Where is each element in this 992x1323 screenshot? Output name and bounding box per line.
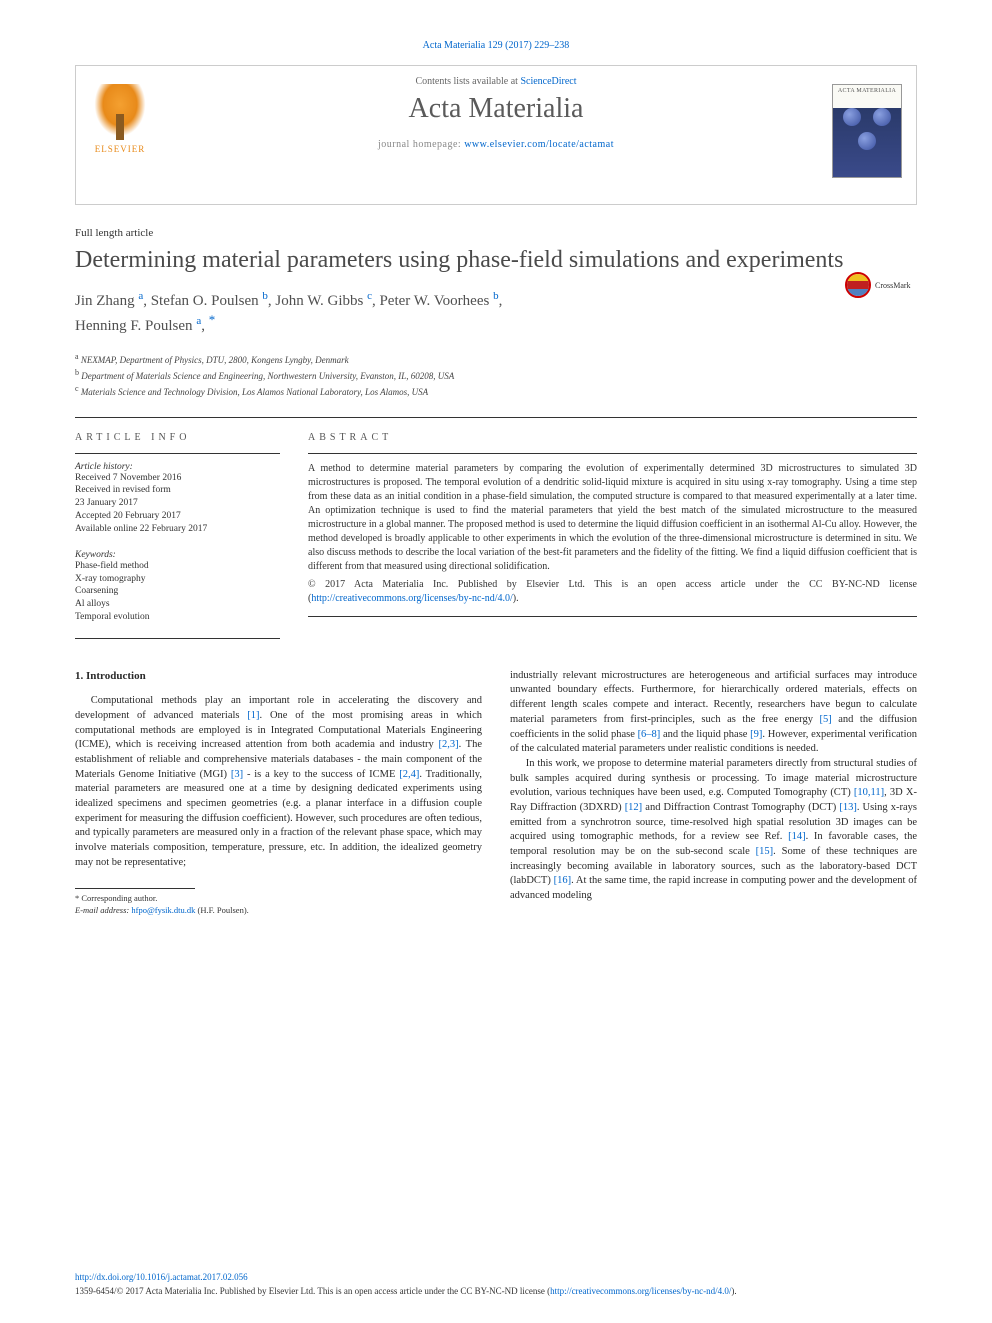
abstract-heading: ABSTRACT [308,432,917,443]
crossmark-badge[interactable]: CrossMark [845,270,917,300]
history-received: Received 7 November 2016 [75,472,280,485]
journal-homepage-link[interactable]: www.elsevier.com/locate/actamat [464,139,614,150]
masthead: ELSEVIER ACTA MATERIALIA Contents lists … [75,65,917,205]
history-revised-line1: Received in revised form [75,484,280,497]
citation-header: Acta Materialia 129 (2017) 229–238 [75,40,917,51]
citation-ref[interactable]: [3] [231,769,243,780]
corresponding-author-note: * Corresponding author. [75,893,482,904]
keyword: Al alloys [75,598,280,611]
email-link[interactable]: hfpo@fysik.dtu.dk [131,905,195,915]
citation-ref[interactable]: [12] [625,802,643,813]
crossmark-icon [845,272,871,298]
citation-ref[interactable]: [13] [839,802,857,813]
citation-ref[interactable]: [16] [554,875,572,886]
keyword: X-ray tomography [75,573,280,586]
email-footnote: E-mail address: hfpo@fysik.dtu.dk (H.F. … [75,905,482,916]
citation-ref[interactable]: [2,4] [399,769,419,780]
keyword: Temporal evolution [75,611,280,624]
keyword: Coarsening [75,585,280,598]
history-accepted: Accepted 20 February 2017 [75,510,280,523]
citation-ref[interactable]: [6–8] [638,729,661,740]
elsevier-logo: ELSEVIER [90,84,150,160]
paragraph: Computational methods play an important … [75,694,482,870]
column-right: industrially relevant microstructures ar… [510,669,917,917]
history-online: Available online 22 February 2017 [75,523,280,536]
rule-info-bottom [75,638,280,639]
rule-top [75,417,917,418]
affiliations: a NEXMAP, Department of Physics, DTU, 28… [75,351,917,399]
history-revised-line2: 23 January 2017 [75,497,280,510]
authors: Jin Zhang a, Stefan O. Poulsen b, John W… [75,289,917,337]
citation-ref[interactable]: [5] [819,714,831,725]
body-columns: 1. Introduction Computational methods pl… [75,669,917,917]
citation-ref[interactable]: [14] [788,831,806,842]
keywords-label: Keywords: [75,550,280,560]
article-info-column: ARTICLE INFO Article history: Received 7… [75,432,280,624]
keyword: Phase-field method [75,560,280,573]
journal-homepage-line: journal homepage: www.elsevier.com/locat… [90,139,902,150]
journal-title: Acta Materialia [90,93,902,125]
abstract-column: ABSTRACT A method to determine material … [308,432,917,624]
contents-list-line: Contents lists available at ScienceDirec… [90,76,902,87]
citation-ref[interactable]: [15] [756,846,774,857]
sciencedirect-link[interactable]: ScienceDirect [520,76,576,87]
article-type: Full length article [75,227,917,239]
paragraph: In this work, we propose to determine ma… [510,757,917,904]
crossmark-label: CrossMark [875,281,911,290]
citation-ref[interactable]: [2,3] [438,739,458,750]
article-title: Determining material parameters using ph… [75,245,917,275]
doi-link[interactable]: http://dx.doi.org/10.1016/j.actamat.2017… [75,1271,917,1283]
history-label: Article history: [75,462,280,472]
abstract-text: A method to determine material parameter… [308,462,917,606]
footer-license-link[interactable]: http://creativecommons.org/licenses/by-n… [550,1286,731,1296]
license-link[interactable]: http://creativecommons.org/licenses/by-n… [311,593,512,604]
page-footer: http://dx.doi.org/10.1016/j.actamat.2017… [75,1271,917,1297]
footnote-rule [75,888,195,889]
citation-ref[interactable]: [10,11] [854,787,884,798]
paragraph: industrially relevant microstructures ar… [510,669,917,757]
article-info-heading: ARTICLE INFO [75,432,280,443]
section-heading-intro: 1. Introduction [75,669,482,684]
journal-cover-thumb: ACTA MATERIALIA [832,84,902,178]
column-left: 1. Introduction Computational methods pl… [75,669,482,917]
citation-ref[interactable]: [1] [247,710,259,721]
citation-ref[interactable]: [9] [750,729,762,740]
